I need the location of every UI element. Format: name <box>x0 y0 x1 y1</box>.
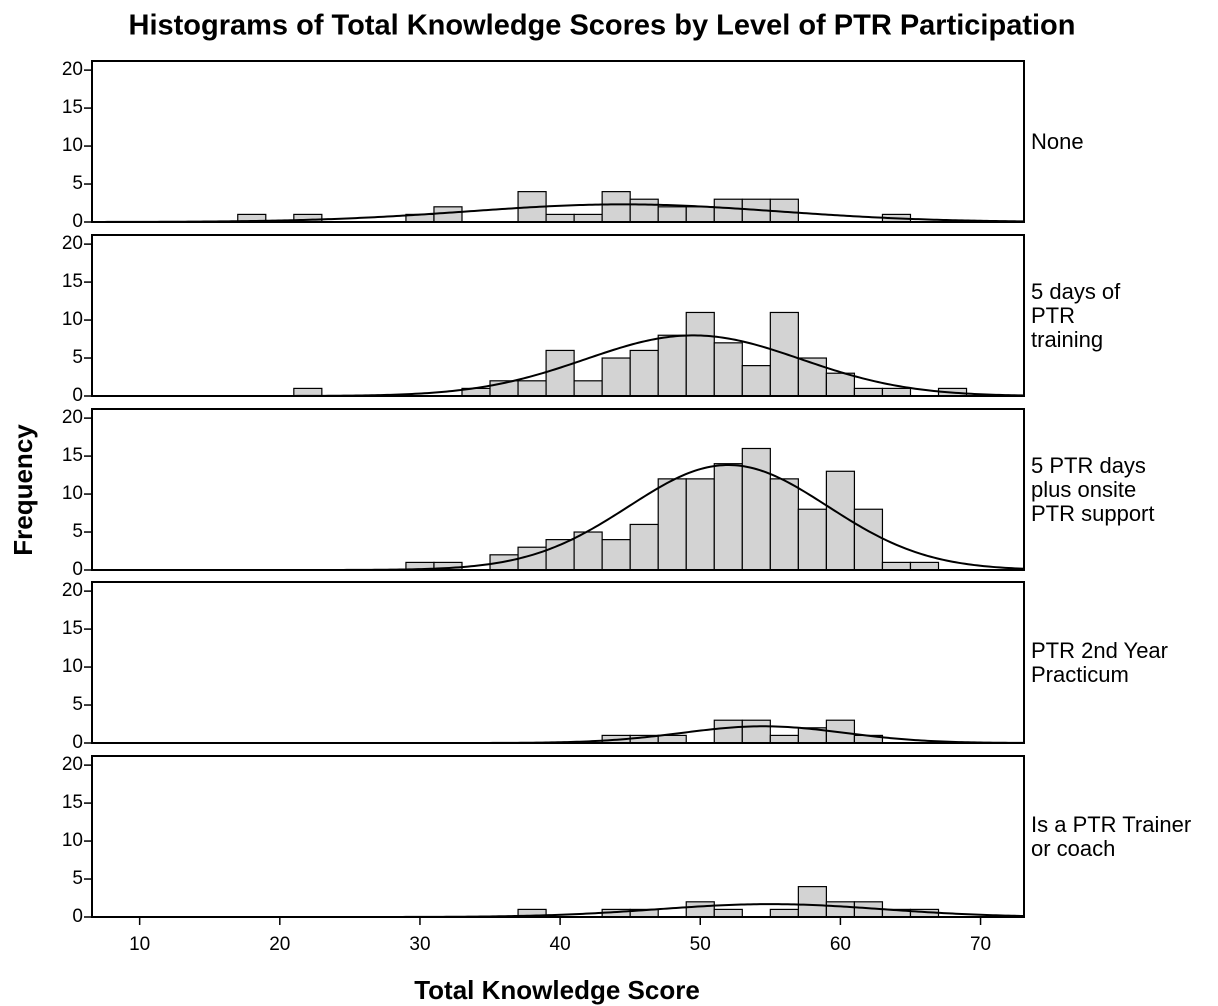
x-axis-label: Total Knowledge Score <box>414 975 700 1005</box>
bar <box>545 213 575 223</box>
y-tick-label: 5 <box>72 347 83 368</box>
y-tick-label: 20 <box>62 59 83 80</box>
bar <box>629 349 659 397</box>
panel-frame <box>91 581 1025 744</box>
bar <box>769 478 799 571</box>
bar <box>573 213 603 223</box>
y-tick-label: 0 <box>72 385 83 406</box>
bar <box>797 886 827 918</box>
y-tick-label: 10 <box>62 830 83 851</box>
y-tick-label: 0 <box>72 559 83 580</box>
bar <box>713 342 743 397</box>
y-tick-label: 20 <box>62 407 83 428</box>
y-tick-label: 15 <box>62 97 83 118</box>
bar <box>545 349 575 397</box>
y-tick-label: 20 <box>62 580 83 601</box>
x-tick-label: 30 <box>409 934 430 955</box>
bar <box>853 387 884 397</box>
panel-label: Is a PTR Trainer or coach <box>1031 811 1192 861</box>
y-tick-label: 0 <box>72 732 83 753</box>
bar <box>797 508 827 571</box>
y-tick-label: 0 <box>72 906 83 927</box>
panel-frame <box>91 755 1025 918</box>
y-tick-label: 5 <box>72 868 83 889</box>
bar <box>657 734 687 744</box>
bar <box>685 311 715 397</box>
bar <box>713 198 743 223</box>
bar <box>881 387 912 397</box>
y-tick-label: 5 <box>72 694 83 715</box>
x-tick-label: 40 <box>550 934 571 955</box>
x-tick-label: 60 <box>830 934 851 955</box>
y-tick-label: 0 <box>72 211 83 232</box>
bar <box>601 539 631 571</box>
bar <box>713 719 743 744</box>
y-tick-label: 15 <box>62 445 83 466</box>
bar <box>601 357 631 397</box>
bar <box>881 561 912 571</box>
bar <box>685 478 715 571</box>
panel-label: 5 days of PTR training <box>1031 278 1121 352</box>
y-tick-label: 20 <box>62 754 83 775</box>
y-tick-label: 5 <box>72 173 83 194</box>
panel-frame <box>91 234 1025 397</box>
bar <box>853 508 884 571</box>
bar <box>657 334 687 397</box>
bar <box>825 372 856 397</box>
y-tick-label: 15 <box>62 618 83 639</box>
bar <box>741 719 771 744</box>
y-tick-label: 15 <box>62 271 83 292</box>
bar <box>713 908 743 918</box>
bar <box>909 561 940 571</box>
bar <box>741 365 771 397</box>
normal-curve <box>92 725 1025 744</box>
y-tick-label: 10 <box>62 135 83 156</box>
x-tick-label: 70 <box>970 934 991 955</box>
bar <box>769 734 799 744</box>
y-tick-label: 10 <box>62 309 83 330</box>
y-tick-label: 5 <box>72 521 83 542</box>
bar <box>573 531 603 571</box>
bar <box>769 908 799 918</box>
x-tick-label: 20 <box>269 934 290 955</box>
panel-label: PTR 2nd Year Practicum <box>1031 637 1168 687</box>
y-tick-label: 20 <box>62 233 83 254</box>
x-tick-label: 50 <box>690 934 711 955</box>
bar <box>629 523 659 571</box>
bar <box>517 380 547 397</box>
y-tick-label: 10 <box>62 656 83 677</box>
panel-frame <box>91 60 1025 223</box>
bar <box>657 206 687 223</box>
y-axis-label: Frequency <box>8 424 38 556</box>
bar <box>713 463 743 571</box>
bar <box>685 901 715 918</box>
bar <box>573 380 603 397</box>
x-tick-label: 10 <box>129 934 150 955</box>
panel-label: None <box>1031 128 1084 154</box>
bar <box>657 478 687 571</box>
bar <box>825 901 856 918</box>
y-tick-label: 15 <box>62 792 83 813</box>
bar <box>629 198 659 223</box>
bar <box>601 191 631 223</box>
panel-frame <box>91 408 1025 571</box>
bar <box>685 206 715 223</box>
chart-title: Histograms of Total Knowledge Scores by … <box>129 10 1076 42</box>
y-tick-label: 10 <box>62 483 83 504</box>
panel-label: 5 PTR days plus onsite PTR support <box>1031 452 1155 526</box>
